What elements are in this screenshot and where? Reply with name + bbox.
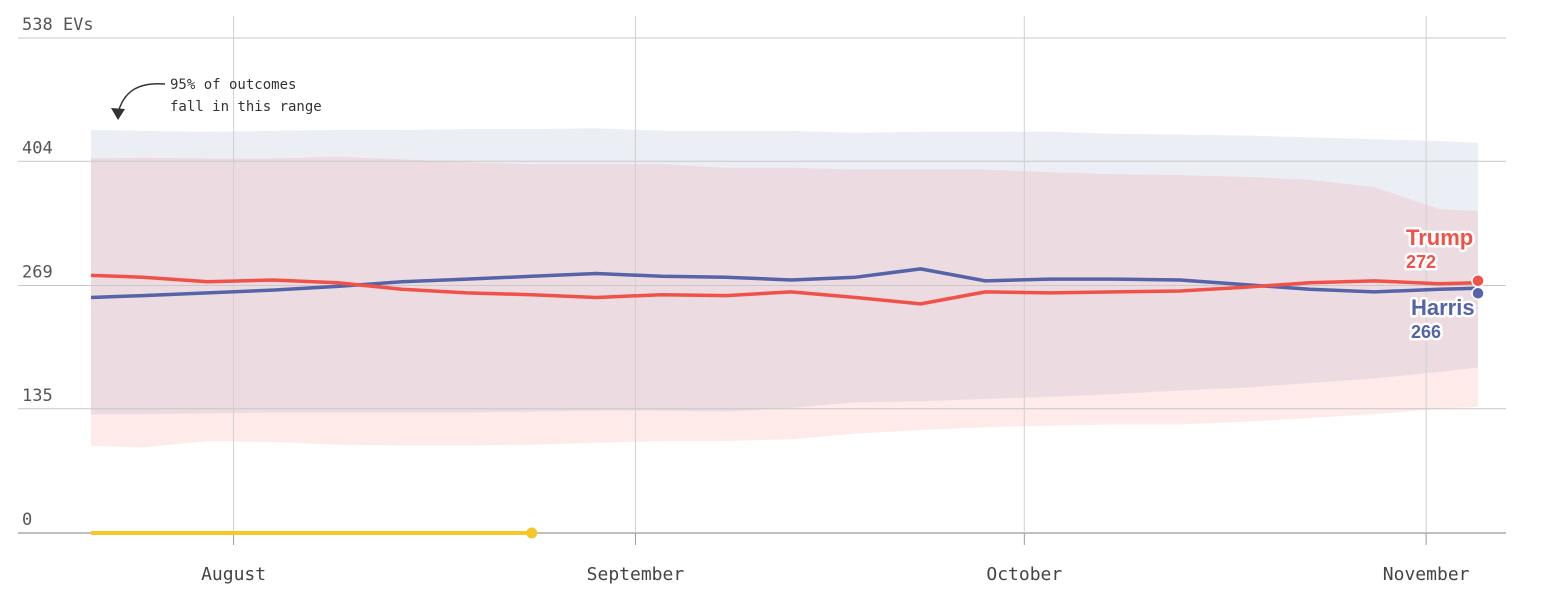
- x-tick-label: October: [986, 564, 1062, 585]
- annotation-arrowhead-icon: [111, 108, 125, 120]
- progress-bar: [91, 527, 538, 539]
- harris-value-label: 266: [1411, 322, 1441, 342]
- confidence-bands: [91, 128, 1478, 448]
- x-tick-label: November: [1383, 564, 1470, 585]
- y-tick-label: 538 EVs: [22, 15, 94, 35]
- x-tick-label: August: [201, 564, 266, 585]
- y-tick-label: 0: [22, 510, 32, 530]
- trump-range-band: [91, 156, 1478, 448]
- x-axis-ticks: August September October November: [201, 564, 1470, 585]
- x-tick-label: September: [587, 564, 685, 585]
- annotation-line-2: fall in this range: [170, 99, 322, 115]
- harris-range-band: [91, 128, 1478, 415]
- trump-line: [90, 273, 1479, 306]
- trump-name-label: Trump: [1406, 225, 1473, 250]
- annotation-arrow-icon: [117, 82, 166, 114]
- y-axis-ticks: 0 135 269 404 538 EVs: [22, 15, 94, 530]
- y-tick-label: 404: [22, 138, 53, 158]
- series-lines: [90, 267, 1485, 306]
- trump-endpoint: [1471, 273, 1485, 288]
- y-tick-label: 135: [22, 386, 53, 406]
- y-tick-label: 269: [22, 263, 53, 283]
- harris-name-label: Harris: [1411, 295, 1475, 320]
- progress-dot: [526, 527, 538, 539]
- range-annotation: 95% of outcomes fall in this range: [111, 77, 322, 120]
- trump-value-label: 272: [1406, 252, 1436, 272]
- annotation-line-1: 95% of outcomes: [170, 77, 296, 93]
